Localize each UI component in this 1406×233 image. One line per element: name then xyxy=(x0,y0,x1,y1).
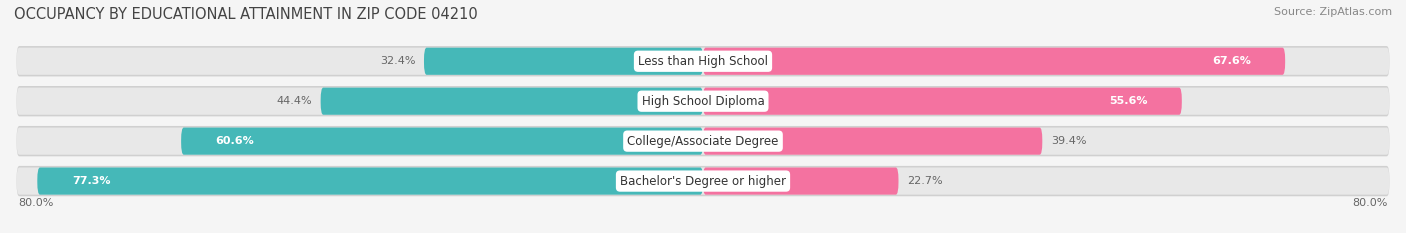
Text: 80.0%: 80.0% xyxy=(18,198,53,208)
Text: 39.4%: 39.4% xyxy=(1050,136,1087,146)
FancyBboxPatch shape xyxy=(425,48,703,75)
FancyBboxPatch shape xyxy=(17,168,1389,195)
Text: Bachelor's Degree or higher: Bachelor's Degree or higher xyxy=(620,175,786,188)
Text: 77.3%: 77.3% xyxy=(72,176,110,186)
Text: College/Associate Degree: College/Associate Degree xyxy=(627,135,779,148)
FancyBboxPatch shape xyxy=(38,168,703,195)
FancyBboxPatch shape xyxy=(321,88,703,115)
FancyBboxPatch shape xyxy=(703,88,1182,115)
FancyBboxPatch shape xyxy=(703,127,1042,155)
FancyBboxPatch shape xyxy=(17,126,1389,156)
FancyBboxPatch shape xyxy=(17,48,1389,75)
FancyBboxPatch shape xyxy=(181,127,703,155)
FancyBboxPatch shape xyxy=(703,48,1285,75)
Text: 22.7%: 22.7% xyxy=(907,176,943,186)
Text: 80.0%: 80.0% xyxy=(1353,198,1388,208)
Text: 67.6%: 67.6% xyxy=(1212,56,1251,66)
Text: 60.6%: 60.6% xyxy=(215,136,254,146)
Text: Less than High School: Less than High School xyxy=(638,55,768,68)
Text: High School Diploma: High School Diploma xyxy=(641,95,765,108)
Text: Source: ZipAtlas.com: Source: ZipAtlas.com xyxy=(1274,7,1392,17)
FancyBboxPatch shape xyxy=(703,168,898,195)
Text: 55.6%: 55.6% xyxy=(1109,96,1147,106)
Text: OCCUPANCY BY EDUCATIONAL ATTAINMENT IN ZIP CODE 04210: OCCUPANCY BY EDUCATIONAL ATTAINMENT IN Z… xyxy=(14,7,478,22)
FancyBboxPatch shape xyxy=(17,127,1389,155)
Text: 44.4%: 44.4% xyxy=(277,96,312,106)
FancyBboxPatch shape xyxy=(17,166,1389,196)
FancyBboxPatch shape xyxy=(17,86,1389,116)
Text: 32.4%: 32.4% xyxy=(380,56,415,66)
FancyBboxPatch shape xyxy=(17,88,1389,115)
FancyBboxPatch shape xyxy=(17,46,1389,76)
